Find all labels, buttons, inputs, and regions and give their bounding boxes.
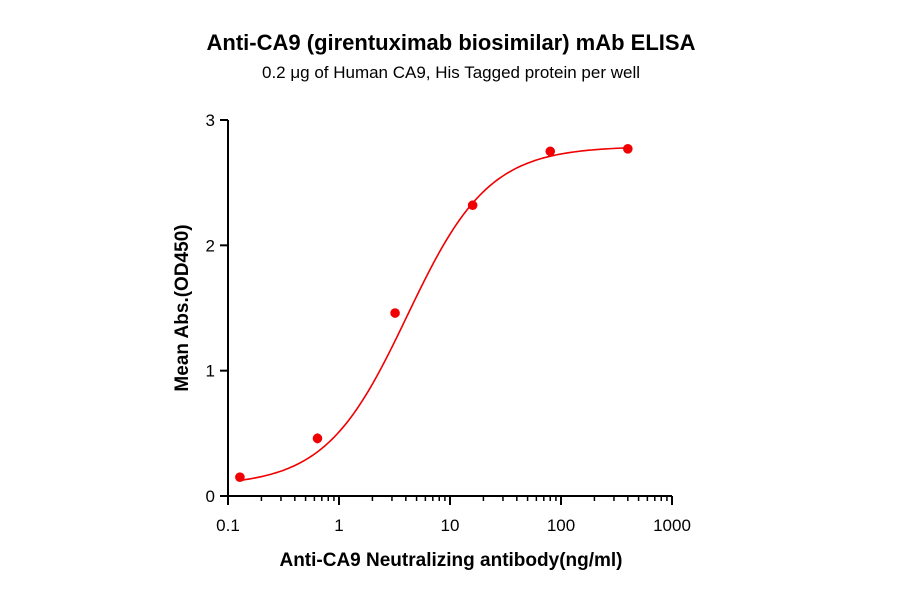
x-tick-label: 1 [334,516,343,535]
y-tick-label: 3 [206,111,215,130]
data-point [623,144,633,154]
y-axis-label: Mean Abs.(OD450) [172,224,193,391]
x-tick-label: 100 [547,516,575,535]
data-point [390,308,400,318]
data-point [312,433,323,444]
y-tick-label: 2 [206,236,215,255]
x-axis-label: Anti-CA9 Neutralizing antibody(ng/ml) [279,550,622,571]
data-point [467,200,478,211]
chart-subtitle: 0.2 μg of Human CA9, His Tagged protein … [262,63,640,82]
x-tick-label: 1000 [653,516,691,535]
data-point [545,146,556,157]
fit-curve [239,147,628,482]
y-tick-label: 0 [206,487,215,506]
chart-title: Anti-CA9 (girentuximab biosimilar) mAb E… [207,30,696,55]
plot-area: 0 1 2 3 0.1 1 10 100 1000 [206,111,691,535]
x-tick-label: 10 [441,516,460,535]
data-point [235,472,245,483]
x-tick-label: 0.1 [216,516,240,535]
y-tick-label: 1 [206,362,215,381]
